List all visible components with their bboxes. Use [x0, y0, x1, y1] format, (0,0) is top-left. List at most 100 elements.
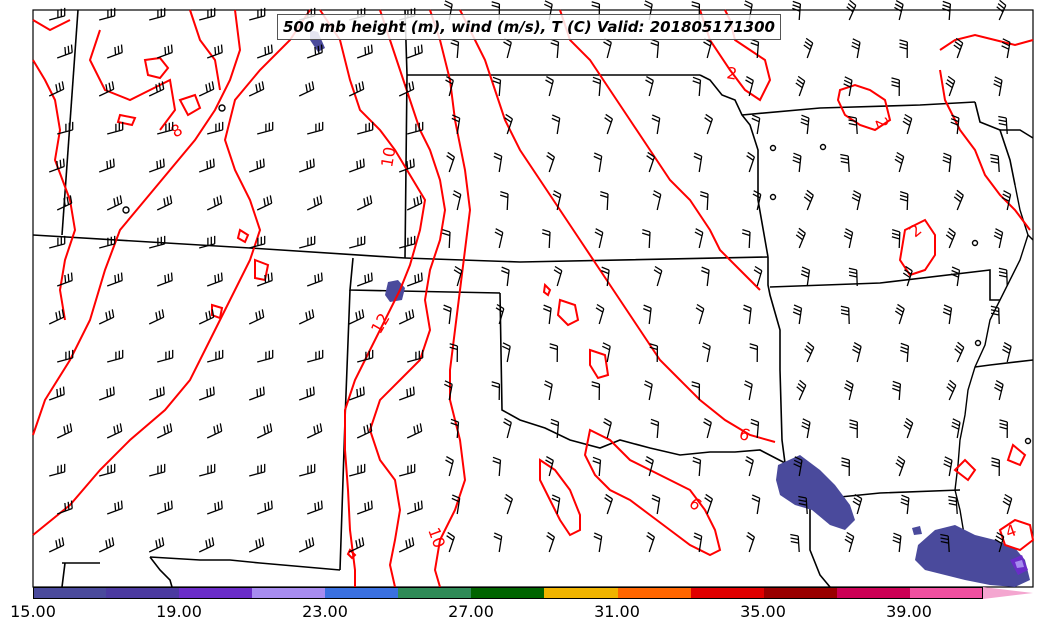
- wind-barb: [990, 305, 1000, 325]
- wind-barb: [348, 386, 365, 401]
- colorbar-segment: [763, 587, 837, 599]
- colorbar-segment: [544, 587, 618, 599]
- wind-barb: [298, 309, 315, 325]
- wind-barb: [991, 457, 1000, 477]
- wind-barb: [694, 228, 704, 249]
- wind-barb: [795, 75, 806, 97]
- wind-barb: [156, 272, 173, 287]
- wind-barb: [148, 158, 165, 173]
- wind-barb: [704, 113, 714, 135]
- wind-barb: [504, 493, 514, 515]
- wind-barb: [500, 190, 509, 211]
- wind-barb: [306, 272, 323, 287]
- wind-barb: [56, 272, 73, 287]
- wind-barb: [249, 463, 266, 477]
- wind-barb: [841, 457, 850, 477]
- wind-barb: [953, 189, 964, 211]
- wind-barb: [796, 379, 807, 401]
- wind-barb: [148, 386, 165, 401]
- wind-barb: [942, 304, 953, 325]
- river-borders: [954, 184, 1034, 581]
- wind-barb: [942, 0, 952, 21]
- wind-barb: [198, 309, 215, 325]
- wind-barb: [492, 456, 502, 477]
- wind-barb: [306, 423, 323, 439]
- wind-barb: [946, 379, 957, 401]
- wind-barb: [495, 303, 505, 325]
- wind-barb: [56, 195, 73, 211]
- wind-barb: [502, 342, 511, 363]
- wind-barb: [942, 152, 952, 173]
- wind-barb: [494, 228, 504, 249]
- wind-barb: [844, 531, 855, 553]
- wind-barbs: [48, 0, 1013, 553]
- temperature-contours: [32, 9, 1035, 588]
- wind-barb: [752, 190, 762, 211]
- wind-barb: [207, 121, 224, 135]
- wind-barb: [895, 455, 906, 477]
- wind-barb: [604, 493, 614, 515]
- wind-barb: [894, 303, 905, 325]
- wind-barb: [298, 81, 315, 97]
- wind-barb: [407, 121, 424, 135]
- wind-barb: [894, 151, 905, 173]
- wind-barb: [398, 309, 415, 325]
- wind-barb: [298, 537, 315, 553]
- wind-barb: [593, 532, 603, 553]
- colorbar-segment: [106, 587, 180, 599]
- wind-barb: [1001, 38, 1011, 59]
- colorbar-tick: 19.00: [156, 602, 202, 621]
- wind-barb: [951, 418, 961, 439]
- colorbar-segment: [33, 587, 107, 599]
- wind-barb: [542, 228, 551, 249]
- wind-barb: [645, 76, 654, 97]
- colorbar-segment: [471, 587, 545, 599]
- wind-barb: [357, 349, 374, 363]
- wind-barb: [156, 44, 173, 59]
- wind-barb: [753, 265, 763, 287]
- wind-barb: [450, 418, 460, 439]
- wind-barb: [653, 265, 663, 287]
- wind-barb: [399, 463, 416, 477]
- wind-barb: [601, 266, 610, 287]
- colorbar-segment: [909, 587, 983, 599]
- wind-barb: [592, 456, 602, 477]
- wind-barb: [106, 195, 123, 211]
- wind-barb: [256, 44, 273, 59]
- wind-barb: [994, 531, 1005, 553]
- wind-barb: [700, 190, 709, 211]
- wind-barb: [98, 386, 115, 401]
- wind-barb: [256, 195, 273, 211]
- wind-barb: [891, 77, 900, 97]
- wind-barb: [651, 114, 661, 135]
- wind-barb: [446, 531, 456, 553]
- wind-barb: [903, 417, 914, 439]
- wind-barb: [106, 272, 123, 287]
- wind-barb: [793, 456, 803, 477]
- wind-barb: [504, 113, 514, 135]
- wind-barb: [940, 533, 950, 553]
- wind-barb: [48, 81, 65, 97]
- wind-barb: [106, 500, 123, 515]
- wind-barb: [107, 121, 124, 135]
- wind-barb: [356, 195, 373, 211]
- wind-barb: [645, 456, 654, 477]
- wind-barb: [306, 44, 323, 59]
- wind-barb: [298, 158, 315, 173]
- wind-barb: [398, 537, 415, 553]
- wind-barb: [406, 195, 423, 211]
- wind-barb: [945, 75, 956, 97]
- wind-barb: [545, 76, 554, 97]
- wind-barb: [651, 494, 661, 515]
- wind-barb: [348, 537, 365, 553]
- colorbar-tick: 15.00: [10, 602, 56, 621]
- wind-barb: [751, 494, 761, 515]
- wind-barb: [950, 266, 961, 287]
- wind-barb: [299, 463, 316, 477]
- wind-barb: [650, 418, 660, 439]
- wind-barb: [198, 537, 215, 553]
- wind-barb: [749, 343, 759, 363]
- wind-barb: [744, 380, 753, 401]
- wind-barb: [950, 114, 960, 135]
